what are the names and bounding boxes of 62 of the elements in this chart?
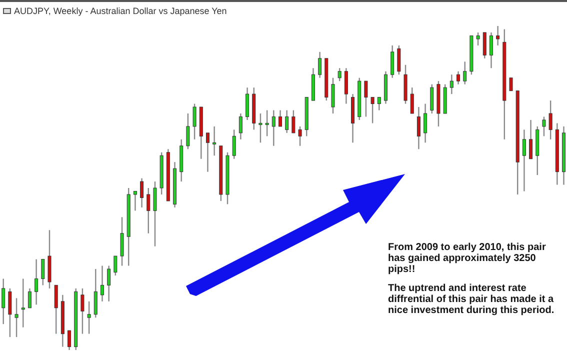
candlestick <box>463 61 467 85</box>
candlestick <box>410 86 414 114</box>
candlestick <box>489 32 493 69</box>
candlestick <box>34 258 38 306</box>
candlestick <box>140 178 144 208</box>
candlestick <box>397 44 401 76</box>
candlestick <box>344 68 348 104</box>
candlestick <box>258 112 262 144</box>
candlestick <box>114 255 118 276</box>
candlestick <box>318 51 322 78</box>
candlestick <box>416 106 420 150</box>
candlestick <box>390 44 394 78</box>
candlestick <box>424 103 428 144</box>
candlestick <box>146 187 150 234</box>
candlestick <box>232 129 236 160</box>
candlestick <box>265 110 269 137</box>
candlestick <box>133 190 137 212</box>
candlestick <box>542 116 546 137</box>
candlestick <box>331 77 335 114</box>
candlestick <box>153 180 157 247</box>
candlestick <box>364 80 368 118</box>
candlestick <box>206 132 210 172</box>
candlestick <box>107 265 111 302</box>
candlestick <box>68 330 72 350</box>
candlestick <box>100 265 104 302</box>
candlestick <box>246 86 250 121</box>
candlestick <box>482 32 486 59</box>
candlestick <box>120 216 124 266</box>
candlestick <box>338 68 342 82</box>
candlestick <box>292 110 296 134</box>
candlestick <box>8 288 12 338</box>
candlestick <box>377 96 381 111</box>
candlestick <box>529 119 533 160</box>
chart-title: AUDJPY, Weekly - Australian Dollar vs Japanese Yen <box>14 6 227 16</box>
candlestick <box>21 278 25 328</box>
candlestick <box>192 103 196 140</box>
candlestick <box>94 268 98 318</box>
candlestick <box>186 112 190 150</box>
candlestick <box>80 288 84 334</box>
candlestick <box>2 278 6 325</box>
candlestick <box>54 284 58 334</box>
candlestick <box>450 74 454 95</box>
annotation: From 2009 to early 2010, this pair has gained approximately 3250 pips!! <box>388 242 547 275</box>
candlestick <box>476 32 480 46</box>
candlestick <box>238 112 242 140</box>
candlestick <box>41 258 45 286</box>
candlestick <box>87 300 91 334</box>
candlestick <box>285 110 289 134</box>
candlestick <box>14 298 18 338</box>
candlestick <box>548 100 552 140</box>
candlestick <box>370 96 374 124</box>
candlestick <box>212 126 216 156</box>
candlestick <box>278 110 282 128</box>
annotation: The uptrend and interest rate diffrential of this pair has made it a nice investment during this period. <box>388 283 556 316</box>
candlestick <box>430 84 434 114</box>
candlestick <box>509 78 513 92</box>
candlestick <box>456 70 460 85</box>
candlestick <box>522 129 526 192</box>
candlestick <box>496 26 500 46</box>
candlestick <box>28 288 32 308</box>
candlestick <box>298 126 302 146</box>
candlestick <box>272 110 276 146</box>
